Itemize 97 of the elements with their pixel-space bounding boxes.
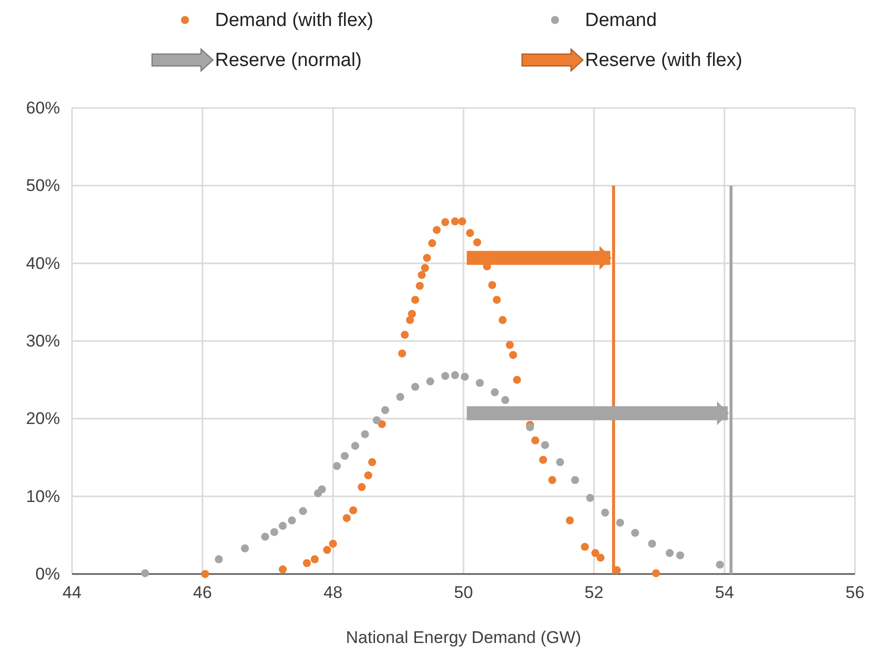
point (381, 406, 390, 414)
point (358, 483, 366, 491)
y-tick-label: 50% (26, 176, 60, 196)
point (580, 542, 589, 551)
point (298, 507, 307, 516)
point (458, 217, 466, 226)
point (460, 372, 469, 381)
point (201, 570, 210, 578)
point (548, 476, 556, 484)
point (398, 349, 406, 358)
point (490, 388, 499, 396)
point (492, 296, 501, 304)
point (601, 508, 610, 517)
point (531, 436, 540, 444)
point (596, 554, 605, 562)
point (351, 442, 360, 450)
point (716, 560, 724, 569)
point (418, 271, 426, 279)
point (513, 376, 521, 384)
point (421, 264, 429, 272)
point (288, 516, 296, 524)
point (416, 282, 424, 290)
point (426, 377, 434, 386)
point (302, 559, 311, 568)
y-tick-label: 60% (26, 98, 60, 118)
point (332, 462, 341, 470)
y-tick-label: 10% (26, 486, 60, 506)
point (501, 396, 510, 404)
point (541, 441, 550, 450)
point (432, 226, 441, 234)
legend-label: Demand (585, 10, 657, 31)
y-tick-label: 0% (35, 564, 60, 584)
point (378, 420, 386, 428)
point (586, 494, 594, 502)
point (141, 569, 150, 578)
y-tick-label: 40% (26, 254, 60, 273)
point (539, 456, 548, 464)
point (261, 532, 270, 541)
x-tick-label: 54 (715, 583, 734, 602)
point (648, 540, 656, 548)
point (556, 458, 564, 466)
x-tick-label: 56 (846, 583, 864, 602)
legend-label: Reserve (normal) (215, 50, 362, 71)
point (473, 238, 482, 246)
legend-label: Reserve (with flex) (585, 50, 742, 71)
point (411, 382, 420, 391)
point (214, 555, 223, 564)
point (506, 340, 514, 349)
point (329, 540, 337, 548)
x-axis-title: National Energy Demand (GW) (346, 628, 582, 647)
point (451, 371, 460, 380)
point (498, 316, 507, 324)
point (406, 316, 414, 324)
point (666, 549, 674, 558)
point (616, 518, 624, 527)
x-tick-label: 44 (62, 583, 82, 602)
point (566, 516, 574, 524)
point (364, 471, 372, 480)
point (408, 310, 416, 318)
point (591, 549, 600, 558)
x-tick-label: 52 (584, 583, 604, 602)
x-tick-label: 50 (454, 583, 473, 602)
point (270, 528, 278, 536)
point (676, 551, 684, 560)
point (466, 229, 474, 238)
point (571, 476, 580, 484)
point (396, 392, 404, 401)
point (323, 546, 332, 554)
point (509, 351, 518, 359)
point (360, 430, 369, 438)
point (441, 372, 450, 380)
legend-label: Demand (with flex) (215, 10, 374, 31)
point (240, 544, 249, 552)
point (441, 218, 450, 226)
point (400, 330, 409, 339)
point (318, 485, 326, 494)
point (368, 458, 376, 466)
point (278, 565, 287, 574)
point (340, 452, 349, 460)
point (476, 378, 484, 387)
point (411, 296, 420, 304)
y-tick-label: 30% (26, 331, 60, 350)
point (278, 522, 287, 530)
point (349, 506, 358, 514)
point (428, 239, 436, 248)
y-tick-label: 20% (26, 409, 60, 428)
x-tick-label: 48 (324, 583, 342, 602)
point (631, 528, 640, 537)
point (310, 555, 319, 564)
point (488, 281, 496, 290)
point (652, 569, 660, 578)
x-tick-label: 46 (193, 583, 212, 602)
point (526, 423, 534, 432)
point (342, 514, 351, 522)
point (372, 416, 381, 424)
point (422, 254, 431, 262)
point (451, 217, 460, 226)
